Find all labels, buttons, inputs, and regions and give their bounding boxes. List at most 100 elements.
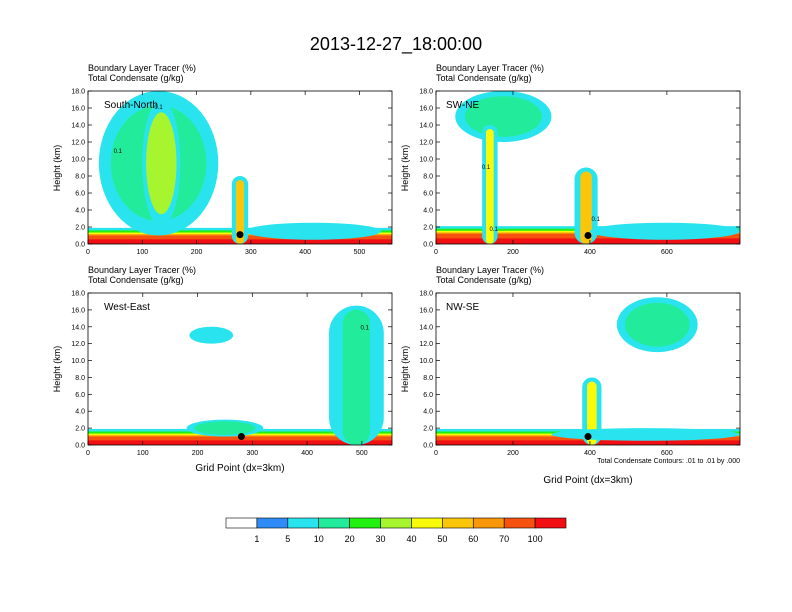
figure-title: 2013-12-27_18:00:00 — [310, 34, 482, 55]
y-tick-label: 8.0 — [75, 375, 85, 382]
contour-label: 0.1 — [482, 165, 491, 171]
y-tick-label: 14.0 — [71, 324, 85, 331]
y-tick-label: 4.0 — [75, 208, 85, 215]
panel-nw-se: Boundary Layer Tracer (%) Total Condensa… — [400, 265, 741, 486]
y-tick-label: 4.0 — [75, 409, 85, 416]
y-tick-label: 10.0 — [71, 157, 85, 164]
x-tick-label: 0 — [86, 450, 90, 457]
colorbar-swatch — [503, 517, 536, 529]
y-tick-label: 12.0 — [419, 341, 433, 348]
colorbar: 1 5 10 20 30 40 50 60 70 100 — [225, 517, 567, 544]
panel-header-condensate: Total Condensate (g/kg) — [88, 275, 184, 285]
plot-frame — [435, 90, 741, 245]
y-axis-label: Height (km) — [400, 346, 410, 393]
colorbar-swatch — [534, 517, 567, 529]
data-field — [436, 297, 740, 445]
x-axis-label: Grid Point (dx=3km) — [195, 463, 284, 474]
tracer-region-inner — [259, 224, 368, 239]
y-tick-label: 10.0 — [71, 358, 85, 365]
y-tick-label: 0.0 — [423, 443, 433, 450]
location-marker — [237, 433, 245, 441]
plot-west-east: 0 100 200 300 400 500 0.0 2.0 4.0 6.0 8.0 10.0 12.0 1… — [71, 291, 393, 457]
tracer-column-inner — [580, 171, 592, 244]
contour-note: Total Condensate Contours: .01 to .01 by… — [597, 458, 740, 465]
x-tick-label: 0 — [434, 450, 438, 457]
colorbar-label: 100 — [528, 534, 543, 544]
colorbar-swatch — [287, 517, 320, 529]
section-label: SW-NE — [446, 100, 479, 111]
colorbar-swatch — [472, 517, 505, 529]
tracer-column-inner — [342, 309, 371, 445]
y-tick-label: 0.0 — [75, 443, 85, 450]
panel-west-east: Boundary Layer Tracer (%) Total Condensa… — [52, 265, 393, 474]
colorbar-swatch — [225, 517, 258, 529]
colorbar-swatch — [318, 517, 350, 529]
data-field — [88, 91, 392, 244]
y-tick-label: 8.0 — [423, 375, 433, 382]
y-tick-label: 16.0 — [71, 106, 85, 113]
tracer-region-inner — [570, 429, 722, 440]
y-tick-label: 2.0 — [423, 426, 433, 433]
y-tick-label: 6.0 — [423, 191, 433, 198]
panel-header-tracer: Boundary Layer Tracer (%) — [436, 265, 544, 275]
colorbar-label: 30 — [376, 534, 386, 544]
tracer-region-inner — [604, 224, 725, 239]
y-tick-label: 18.0 — [419, 291, 433, 298]
y-axis-label: Height (km) — [52, 145, 62, 192]
y-tick-label: 6.0 — [423, 392, 433, 399]
contour-label: 0.1 — [154, 105, 163, 111]
x-tick-label: 600 — [661, 249, 673, 256]
contour-label: 0.1 — [592, 217, 601, 223]
colorbar-label: 40 — [406, 534, 416, 544]
x-tick-label: 400 — [584, 450, 596, 457]
y-tick-label: 14.0 — [419, 123, 433, 130]
x-tick-label: 500 — [356, 450, 368, 457]
tracer-region-inner — [464, 96, 542, 137]
section-label: South-North — [104, 100, 158, 111]
location-marker — [236, 231, 244, 239]
y-tick-label: 14.0 — [419, 324, 433, 331]
x-tick-label: 0 — [86, 249, 90, 256]
x-tick-label: 0 — [434, 249, 438, 256]
colorbar-label: 70 — [499, 534, 509, 544]
panel-south-north: Boundary Layer Tracer (%) Total Condensa… — [52, 63, 393, 256]
boundary-layer-band — [88, 440, 392, 445]
x-tick-label: 400 — [301, 450, 313, 457]
x-tick-label: 300 — [246, 450, 258, 457]
contour-label: 0.1 — [114, 149, 123, 155]
y-tick-label: 10.0 — [419, 358, 433, 365]
colorbar-label: 20 — [345, 534, 355, 544]
colorbar-label: 5 — [285, 534, 290, 544]
tracer-column-inner — [235, 180, 245, 244]
panel-header-condensate: Total Condensate (g/kg) — [88, 73, 184, 83]
y-tick-label: 18.0 — [71, 291, 85, 298]
y-tick-label: 16.0 — [419, 307, 433, 314]
colorbar-label: 60 — [468, 534, 478, 544]
section-label: NW-SE — [446, 302, 479, 313]
x-tick-label: 400 — [299, 249, 311, 256]
tracer-region-inner — [193, 328, 229, 342]
tracer-region-inner — [624, 302, 690, 347]
y-tick-label: 0.0 — [75, 242, 85, 249]
y-tick-label: 8.0 — [75, 174, 85, 181]
colorbar-swatch — [349, 517, 381, 529]
x-tick-label: 400 — [584, 249, 596, 256]
contour-label: 0.1 — [360, 325, 369, 331]
x-tick-label: 200 — [192, 450, 204, 457]
y-axis-label: Height (km) — [400, 145, 410, 192]
tracer-column-inner — [486, 129, 494, 244]
plot-frame — [435, 292, 741, 446]
location-marker — [584, 433, 592, 441]
plot-nw-se: 0 200 400 600 0.0 2.0 4.0 6.0 8.0 10.0 12.0 14.0 16.… — [419, 291, 741, 457]
panel-header-condensate: Total Condensate (g/kg) — [436, 73, 532, 83]
y-tick-label: 8.0 — [423, 174, 433, 181]
y-tick-label: 4.0 — [423, 409, 433, 416]
colorbar-swatch — [256, 517, 289, 529]
colorbar-swatch — [411, 517, 443, 529]
plot-frame — [87, 90, 393, 245]
y-tick-label: 14.0 — [71, 123, 85, 130]
panel-header-tracer: Boundary Layer Tracer (%) — [88, 63, 196, 73]
tracer-column-inner — [587, 381, 597, 445]
x-tick-label: 100 — [137, 450, 149, 457]
section-label: West-East — [104, 302, 150, 313]
